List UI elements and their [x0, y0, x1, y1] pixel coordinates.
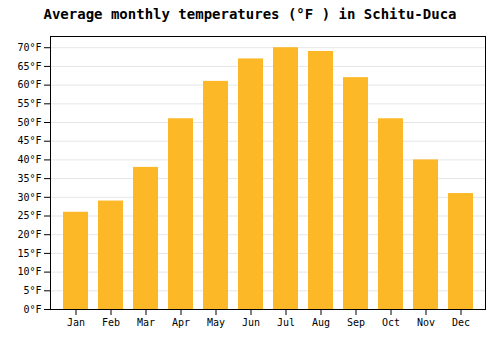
- svg-text:5°F: 5°F: [23, 285, 41, 296]
- svg-text:45°F: 45°F: [17, 135, 41, 146]
- svg-text:20°F: 20°F: [17, 229, 41, 240]
- svg-text:25°F: 25°F: [17, 210, 41, 221]
- svg-text:70°F: 70°F: [17, 42, 41, 53]
- svg-text:40°F: 40°F: [17, 154, 41, 165]
- svg-text:Apr: Apr: [172, 317, 190, 328]
- svg-text:55°F: 55°F: [17, 98, 41, 109]
- svg-text:Feb: Feb: [102, 317, 120, 328]
- svg-text:15°F: 15°F: [17, 248, 41, 259]
- svg-text:30°F: 30°F: [17, 192, 41, 203]
- svg-text:35°F: 35°F: [17, 173, 41, 184]
- svg-text:Sep: Sep: [347, 317, 365, 328]
- svg-text:Nov: Nov: [417, 317, 435, 328]
- svg-text:60°F: 60°F: [17, 79, 41, 90]
- svg-text:0°F: 0°F: [23, 304, 41, 315]
- svg-text:May: May: [207, 317, 225, 328]
- svg-text:50°F: 50°F: [17, 117, 41, 128]
- svg-text:Jul: Jul: [277, 317, 295, 328]
- svg-text:Jan: Jan: [67, 317, 85, 328]
- html-text:Average monthly temperatures (: Average monthly temperatures (°F ) in Sc…: [43, 6, 457, 22]
- svg-text:10°F: 10°F: [17, 266, 41, 277]
- svg-text:Dec: Dec: [452, 317, 470, 328]
- svg-text:Mar: Mar: [137, 317, 155, 328]
- svg-text:65°F: 65°F: [17, 61, 41, 72]
- svg-text:Oct: Oct: [382, 317, 400, 328]
- svg-text:Aug: Aug: [312, 317, 330, 328]
- svg-text:Jun: Jun: [242, 317, 260, 328]
